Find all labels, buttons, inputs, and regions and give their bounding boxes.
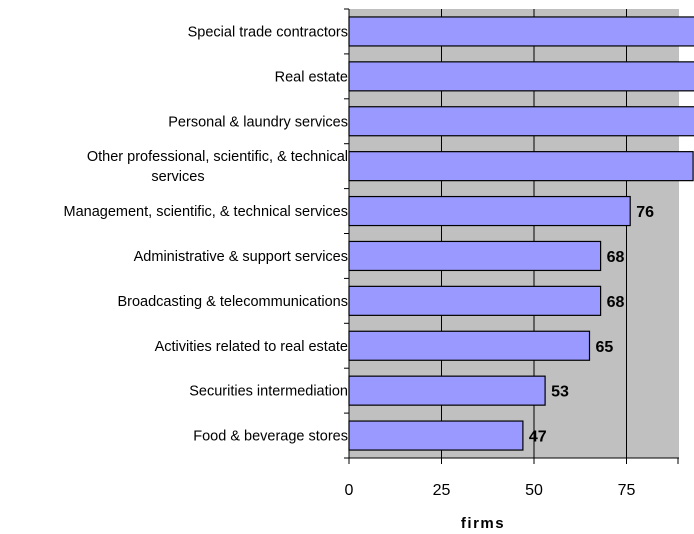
bar: [348, 330, 591, 361]
x-axis-title: firms: [461, 515, 505, 532]
x-axis: 0255075100125150175: [345, 457, 679, 499]
category-labels: Special trade contractors Real estate Pers…: [64, 24, 349, 444]
bar: [348, 240, 602, 272]
category-label: Personal & laundry services: [168, 114, 348, 130]
data-labels: 1441009493766868655347: [529, 204, 654, 446]
bar: [348, 151, 694, 182]
y-axis: [344, 8, 350, 459]
category-label: Securities intermediation: [189, 384, 348, 400]
x-tick-label: 75: [618, 482, 636, 499]
category-label: Special trade contractors: [188, 24, 348, 40]
bar: [348, 106, 694, 137]
bar: [348, 195, 631, 227]
data-label: 53: [551, 384, 569, 401]
category-label: Administrative & support services: [134, 249, 348, 265]
x-tick-label: 0: [345, 482, 354, 499]
bar: [348, 375, 546, 406]
data-label: 68: [607, 294, 625, 311]
data-label: 76: [636, 204, 654, 221]
category-label: Management, scientific, & technical serv…: [64, 204, 349, 220]
bars: [348, 16, 694, 451]
data-label: 47: [529, 429, 547, 446]
bar: [348, 420, 524, 451]
x-tick-label: 25: [433, 482, 451, 499]
bar: [348, 16, 694, 47]
x-tick-label: 50: [525, 482, 543, 499]
category-label: Activities related to real estate: [155, 339, 348, 355]
bar: [348, 285, 602, 316]
category-label: Other professional, scientific, & techni…: [87, 149, 348, 185]
category-label: Food & beverage stores: [193, 429, 348, 445]
category-label: Broadcasting & telecommunications: [117, 294, 348, 310]
data-label: 68: [607, 249, 625, 266]
bar: [348, 61, 694, 92]
data-label: 65: [596, 339, 614, 356]
category-label: Real estate: [275, 69, 348, 85]
